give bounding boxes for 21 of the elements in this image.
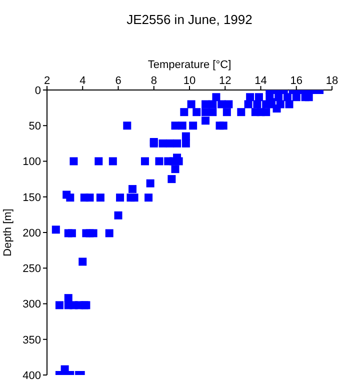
y-tick-label: 0 <box>34 84 41 97</box>
y-tick-label: 100 <box>22 156 41 168</box>
x-tick-label: 6 <box>115 75 122 87</box>
x-tick-label: 8 <box>150 75 157 87</box>
y-tick-label: 200 <box>22 227 41 240</box>
chart-title: JE2556 in June, 1992 <box>126 12 254 27</box>
y-tick-label: 250 <box>22 263 41 276</box>
x-tick-label: 16 <box>290 75 302 87</box>
y-tick-label: 400 <box>22 370 41 382</box>
x-tick-label: 10 <box>183 75 196 87</box>
x-axis-title: Temperature [°C] <box>148 58 232 71</box>
y-tick-label: 50 <box>28 120 41 133</box>
x-tick-label: 18 <box>326 75 338 87</box>
x-tick-label: 4 <box>80 75 86 87</box>
y-tick-label: 150 <box>22 192 41 204</box>
x-tick-label: 12 <box>219 75 232 87</box>
x-tick-label: 14 <box>254 75 267 87</box>
y-axis-title: Depth [m] <box>2 208 14 256</box>
x-tick-label: 2 <box>44 75 50 87</box>
y-tick-label: 350 <box>22 334 41 346</box>
y-tick-label: 300 <box>22 298 41 311</box>
